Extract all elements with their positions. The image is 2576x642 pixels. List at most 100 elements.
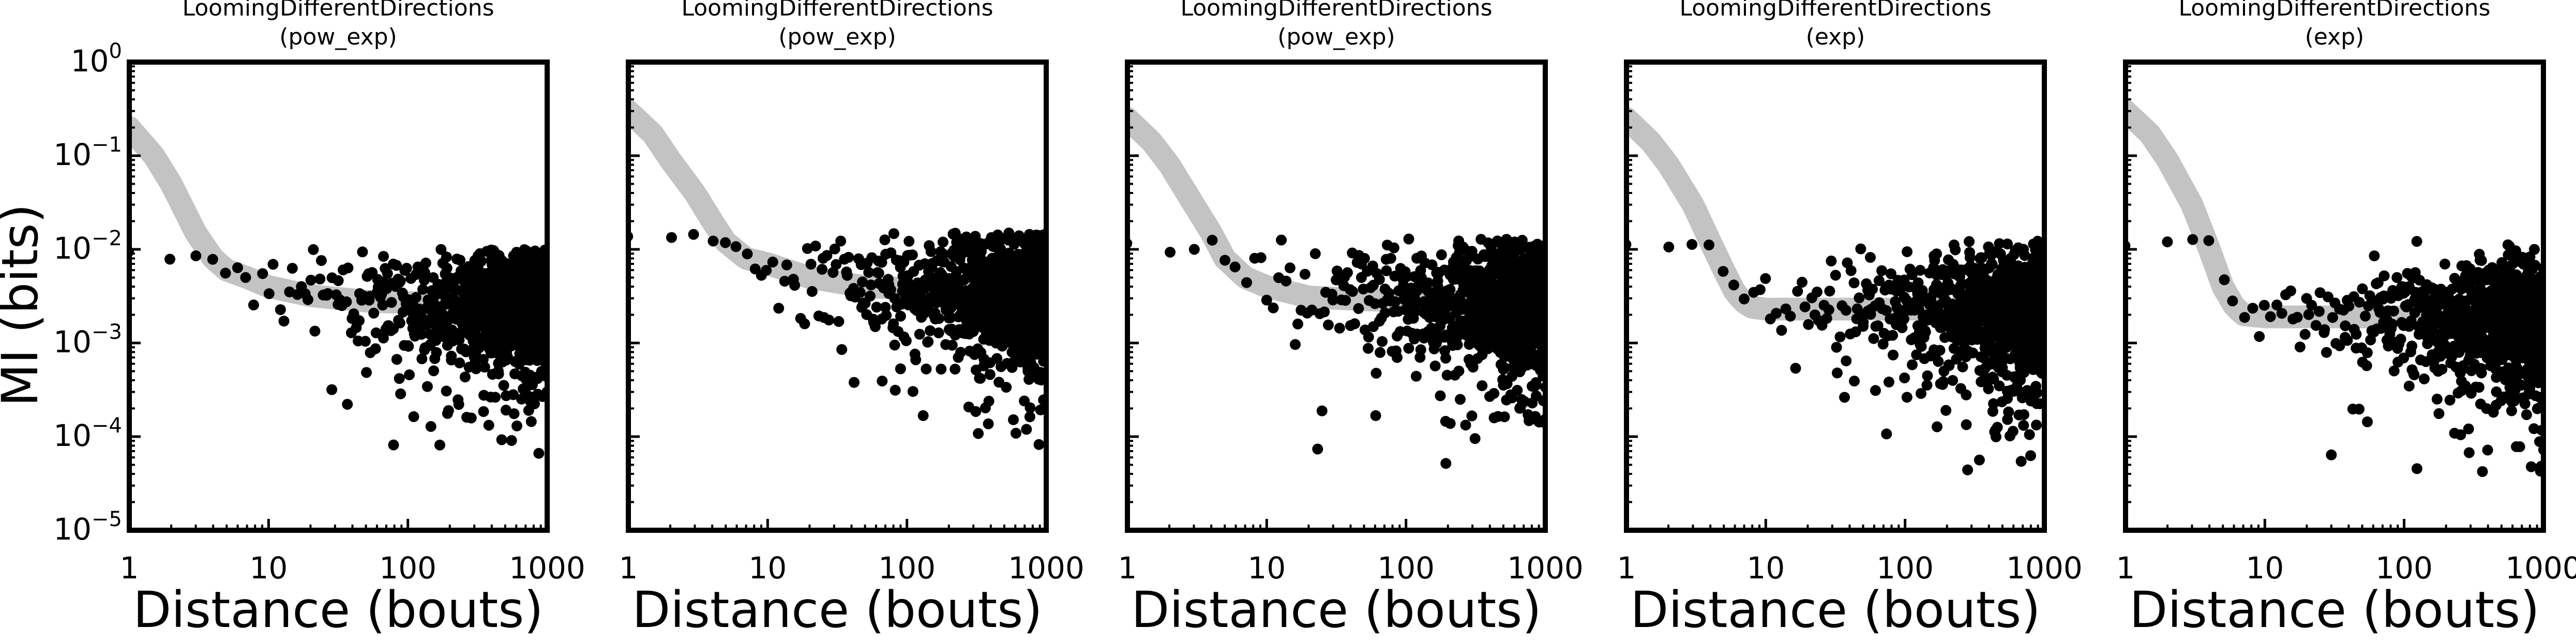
data-point	[2502, 239, 2513, 250]
data-point	[1760, 273, 1771, 284]
data-point	[2369, 250, 2380, 262]
data-point	[420, 257, 431, 268]
data-point	[1440, 352, 1451, 364]
data-point	[2306, 300, 2317, 311]
data-point	[1466, 246, 1478, 257]
data-point	[508, 408, 520, 420]
x-tick-label: 100	[1876, 550, 1934, 586]
data-point	[922, 336, 933, 348]
data-point	[248, 300, 259, 310]
data-point	[857, 276, 868, 288]
data-point	[1349, 318, 1360, 330]
data-point	[1323, 319, 1334, 331]
data-point	[308, 244, 319, 255]
panel-5: LoomingDifferentDirections(exp)1 10 100 100…	[2116, 0, 2576, 639]
data-point	[394, 317, 405, 329]
axes-frame	[127, 59, 550, 533]
panel-title: LoomingDifferentDirections	[681, 0, 993, 21]
data-point	[916, 311, 927, 323]
data-point	[342, 262, 354, 274]
data-point	[2453, 347, 2465, 358]
data-point	[1499, 351, 1510, 363]
data-point	[1241, 277, 1252, 288]
data-point	[2387, 319, 2398, 330]
data-point	[1961, 389, 1972, 400]
data-point	[873, 267, 884, 279]
data-point	[465, 412, 477, 424]
panel-4: LoomingDifferentDirections(exp)1 10 100 100…	[1617, 0, 2083, 639]
x-tick-label: 1000	[1008, 550, 1084, 586]
data-point	[1868, 333, 1879, 344]
data-point	[2271, 300, 2283, 310]
data-point	[1932, 421, 1942, 432]
y-tick-label: 10−4	[53, 414, 122, 453]
data-point	[1381, 265, 1392, 276]
data-point	[315, 255, 327, 266]
data-point	[1401, 271, 1412, 282]
data-point	[995, 243, 1006, 255]
data-point	[1718, 266, 1729, 277]
data-point	[1374, 274, 1385, 285]
panel-subtitle: (pow_exp)	[1277, 24, 1395, 50]
data-point	[1986, 259, 1998, 271]
data-point	[1507, 392, 1518, 404]
data-point	[933, 327, 944, 338]
data-point	[1207, 234, 1218, 246]
data-point	[446, 354, 457, 366]
data-point	[207, 253, 218, 265]
data-point	[421, 381, 433, 392]
data-point	[453, 399, 464, 410]
plot-area	[628, 99, 1046, 450]
data-point	[402, 340, 414, 351]
data-point	[361, 367, 372, 378]
data-point	[1916, 341, 1927, 352]
data-point	[1799, 301, 1811, 312]
data-point	[1363, 342, 1374, 354]
data-point	[1992, 422, 2003, 433]
data-point	[2031, 387, 2043, 399]
data-point	[1436, 249, 1447, 260]
plot-area	[1127, 107, 1545, 469]
data-point	[1922, 370, 1933, 381]
data-point	[936, 364, 947, 375]
data-point	[895, 310, 906, 322]
data-point	[511, 420, 522, 431]
data-point	[2162, 236, 2173, 247]
data-point	[529, 398, 540, 410]
data-point	[1964, 252, 1976, 263]
data-point	[779, 276, 790, 287]
data-point	[459, 371, 471, 383]
data-point	[1334, 322, 1345, 334]
panel-2: LoomingDifferentDirections(pow_exp)1 10 10…	[619, 0, 1084, 639]
data-point	[507, 389, 519, 400]
data-point	[1887, 330, 1899, 341]
data-point	[900, 335, 912, 347]
data-point	[2015, 456, 2027, 467]
data-point	[418, 275, 430, 286]
data-point	[2420, 356, 2432, 367]
data-point	[1377, 336, 1388, 347]
data-point	[2326, 449, 2337, 460]
x-axis-label: Distance (bouts)	[1630, 581, 2040, 639]
data-point	[1390, 296, 1401, 307]
data-point	[2463, 423, 2474, 435]
data-point	[1466, 410, 1478, 422]
data-point	[841, 270, 853, 281]
data-point	[302, 294, 313, 305]
data-point	[925, 325, 936, 336]
panel-subtitle: (exp)	[2305, 24, 2364, 50]
data-point	[1530, 377, 1542, 389]
data-point	[2395, 334, 2406, 345]
data-point	[907, 249, 918, 261]
data-point	[1991, 431, 2001, 442]
data-point	[821, 250, 833, 261]
data-point	[854, 287, 866, 298]
data-point	[1754, 284, 1766, 295]
data-point	[1440, 458, 1452, 469]
data-point	[441, 262, 453, 274]
data-point	[2239, 312, 2250, 323]
data-point	[2455, 429, 2466, 440]
data-point	[386, 297, 397, 308]
data-point	[2444, 394, 2456, 406]
